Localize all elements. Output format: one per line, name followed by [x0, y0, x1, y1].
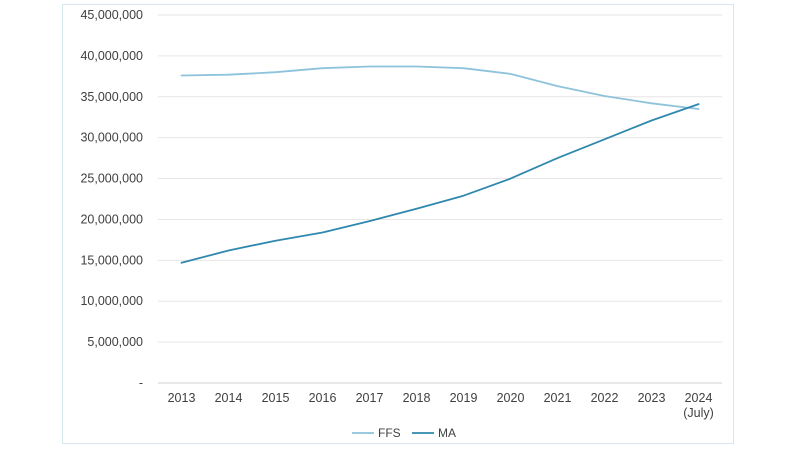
y-tick-label: 15,000,000 — [80, 253, 143, 267]
y-tick-label: 20,000,000 — [80, 212, 143, 226]
x-tick-label: 2024 (July) — [683, 391, 714, 420]
y-tick-label: 45,000,000 — [80, 8, 143, 22]
series-line-ffs — [180, 65, 700, 110]
legend-label-ffs: FFS — [378, 426, 401, 440]
x-tick-label: 2019 — [450, 391, 478, 405]
x-tick-label: 2023 — [638, 391, 666, 405]
gridlines — [158, 14, 722, 384]
x-tick-label: 2018 — [403, 391, 431, 405]
y-tick-label: 35,000,000 — [80, 90, 143, 104]
x-tick-label: 2016 — [309, 391, 337, 405]
series-lines — [180, 65, 700, 264]
x-tick-label: 2013 — [168, 391, 196, 405]
y-tick-label: 5,000,000 — [87, 335, 143, 349]
y-tick-label: 30,000,000 — [80, 131, 143, 145]
y-tick-label: 40,000,000 — [80, 49, 143, 63]
chart-frame — [62, 4, 734, 444]
legend: FFS MA — [352, 426, 456, 440]
x-tick-label: 2017 — [356, 391, 384, 405]
y-tick-label: 10,000,000 — [80, 294, 143, 308]
x-axis: 2013 2014 2015 2016 2017 2018 2019 2020 2021 2022… — [168, 391, 714, 420]
x-tick-label: 2021 — [544, 391, 572, 405]
series-line-ma — [180, 103, 700, 264]
y-tick-label: - — [139, 376, 143, 390]
x-tick-label: 2020 — [497, 391, 525, 405]
x-tick-label: 2015 — [262, 391, 290, 405]
x-tick-label: 2014 — [215, 391, 243, 405]
x-tick-label: 2022 — [591, 391, 619, 405]
legend-label-ma: MA — [438, 426, 456, 440]
y-tick-label: 25,000,000 — [80, 172, 143, 186]
y-axis: - 5,000,000 10,000,000 15,000,000 20,000,000… — [80, 8, 143, 390]
